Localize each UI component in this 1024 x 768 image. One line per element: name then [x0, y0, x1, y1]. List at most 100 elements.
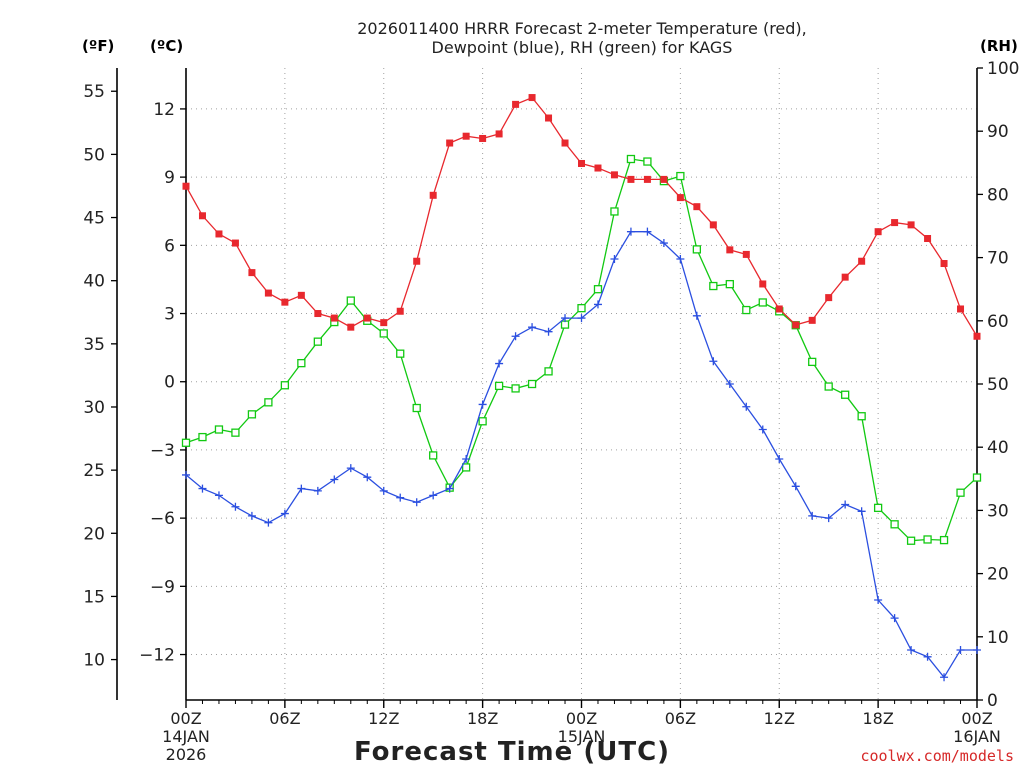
celsius-tick-label: −12 [139, 646, 175, 666]
relative-humidity-point [297, 358, 306, 368]
dewpoint-point [742, 402, 751, 411]
temperature-point [924, 235, 932, 243]
relative-humidity-point [643, 157, 652, 166]
dewpoint-point [824, 514, 833, 523]
temperature-point [264, 289, 272, 297]
relative-humidity-point [198, 432, 207, 442]
dewpoint-point [231, 502, 240, 511]
gridlines [186, 68, 977, 700]
dewpoint-point [330, 475, 339, 484]
fahrenheit-tick-label: 55 [83, 82, 105, 102]
relative-humidity-point [214, 425, 224, 434]
rh-tick-label: 0 [987, 691, 998, 711]
temperature-point [891, 219, 899, 227]
temperature-point [380, 319, 388, 327]
relative-humidity-point [494, 381, 504, 391]
fahrenheit-tick-label: 25 [83, 461, 105, 481]
dewpoint-point [214, 491, 223, 500]
temperature-point [512, 100, 520, 108]
celsius-tick-label: 12 [153, 100, 175, 120]
temperature-point [479, 134, 487, 142]
dewpoint-point [890, 614, 899, 623]
dewpoint-point [495, 359, 504, 368]
dewpoint-point [676, 254, 685, 263]
temperature-point [726, 246, 734, 254]
dewpoint-point [841, 500, 850, 509]
relative-humidity-point [280, 381, 290, 390]
dewpoint-point [445, 484, 454, 493]
temperature-point [281, 298, 289, 306]
relative-humidity-point [379, 329, 388, 338]
relative-humidity-point [461, 463, 471, 472]
temperature-point [231, 239, 239, 247]
temperature-point [314, 310, 322, 318]
relative-humidity-point [906, 536, 916, 545]
rh-tick-label: 40 [987, 438, 1009, 458]
fahrenheit-tick-label: 35 [83, 335, 105, 355]
relative-humidity-point [527, 379, 537, 389]
relative-humidity-point [247, 410, 257, 419]
temperature-point [858, 257, 866, 265]
dewpoint-point [577, 314, 586, 323]
year-tick-label: 2026 [166, 745, 207, 764]
dewpoint-point [643, 227, 652, 236]
time-tick-label: 12Z [368, 709, 399, 728]
rh-tick-label: 70 [987, 249, 1009, 269]
rh-tick-label: 100 [987, 59, 1019, 79]
fahrenheit-tick-label: 30 [83, 398, 105, 418]
relative-humidity-point [923, 535, 932, 544]
fahrenheit-tick-label: 40 [83, 272, 105, 292]
temperature-point [363, 314, 371, 322]
relative-humidity-point [593, 285, 603, 294]
relative-humidity-series [181, 154, 982, 545]
temperature-point [248, 269, 256, 277]
temperature-point [825, 294, 833, 302]
relative-humidity-point [412, 403, 421, 413]
relative-humidity-point [939, 535, 949, 545]
source-credit: coolwx.com/models [860, 747, 1014, 765]
dewpoint-point [544, 327, 553, 336]
temperature-point [841, 273, 849, 281]
relative-humidity-point [676, 171, 685, 181]
relative-humidity-point [264, 398, 273, 407]
celsius-tick-label: 3 [164, 305, 175, 325]
relative-humidity-point [808, 357, 817, 367]
rh-tick-label: 90 [987, 122, 1009, 142]
celsius-tick-label: −6 [150, 509, 175, 529]
fahrenheit-tick-label: 10 [83, 651, 105, 671]
temperature-point [429, 191, 437, 199]
relative-humidity-point [511, 384, 520, 393]
dewpoint-point [462, 455, 471, 464]
rh-axis-unit: (RH) [980, 37, 1018, 55]
chart-title-line1: 2026011400 HRRR Forecast 2-meter Tempera… [357, 19, 807, 38]
dewpoint-point [528, 323, 537, 332]
relative-humidity-point [709, 281, 718, 291]
fahrenheit-axis-unit: (ºF) [82, 37, 114, 55]
temperature-point [627, 175, 635, 183]
dewpoint-point [247, 511, 256, 520]
rh-tick-label: 20 [987, 565, 1009, 585]
dewpoint-point [429, 491, 438, 500]
temperature-point [545, 114, 553, 122]
relative-humidity-point [742, 305, 751, 315]
dewpoint-point [659, 239, 668, 248]
dewpoint-point [182, 470, 190, 479]
fahrenheit-tick-label: 45 [83, 209, 105, 229]
temperature-point [775, 305, 783, 313]
rh-tick-label: 60 [987, 312, 1009, 332]
dewpoint-point [956, 645, 965, 654]
temperature-point [759, 280, 767, 288]
time-tick-label: 00Z [170, 709, 201, 728]
temperature-point [643, 175, 651, 183]
dewpoint-point [610, 254, 619, 263]
relative-humidity-point [890, 520, 899, 529]
dewpoint-point [907, 645, 916, 654]
time-tick-label: 06Z [269, 709, 300, 728]
temperature-point [594, 164, 602, 172]
temperature-series [182, 94, 981, 340]
temperature-point [957, 305, 965, 313]
date-tick-label: 16JAN [953, 727, 1001, 746]
relative-humidity-point [544, 367, 553, 376]
relative-humidity-point [313, 337, 322, 346]
dewpoint-point [857, 507, 866, 516]
